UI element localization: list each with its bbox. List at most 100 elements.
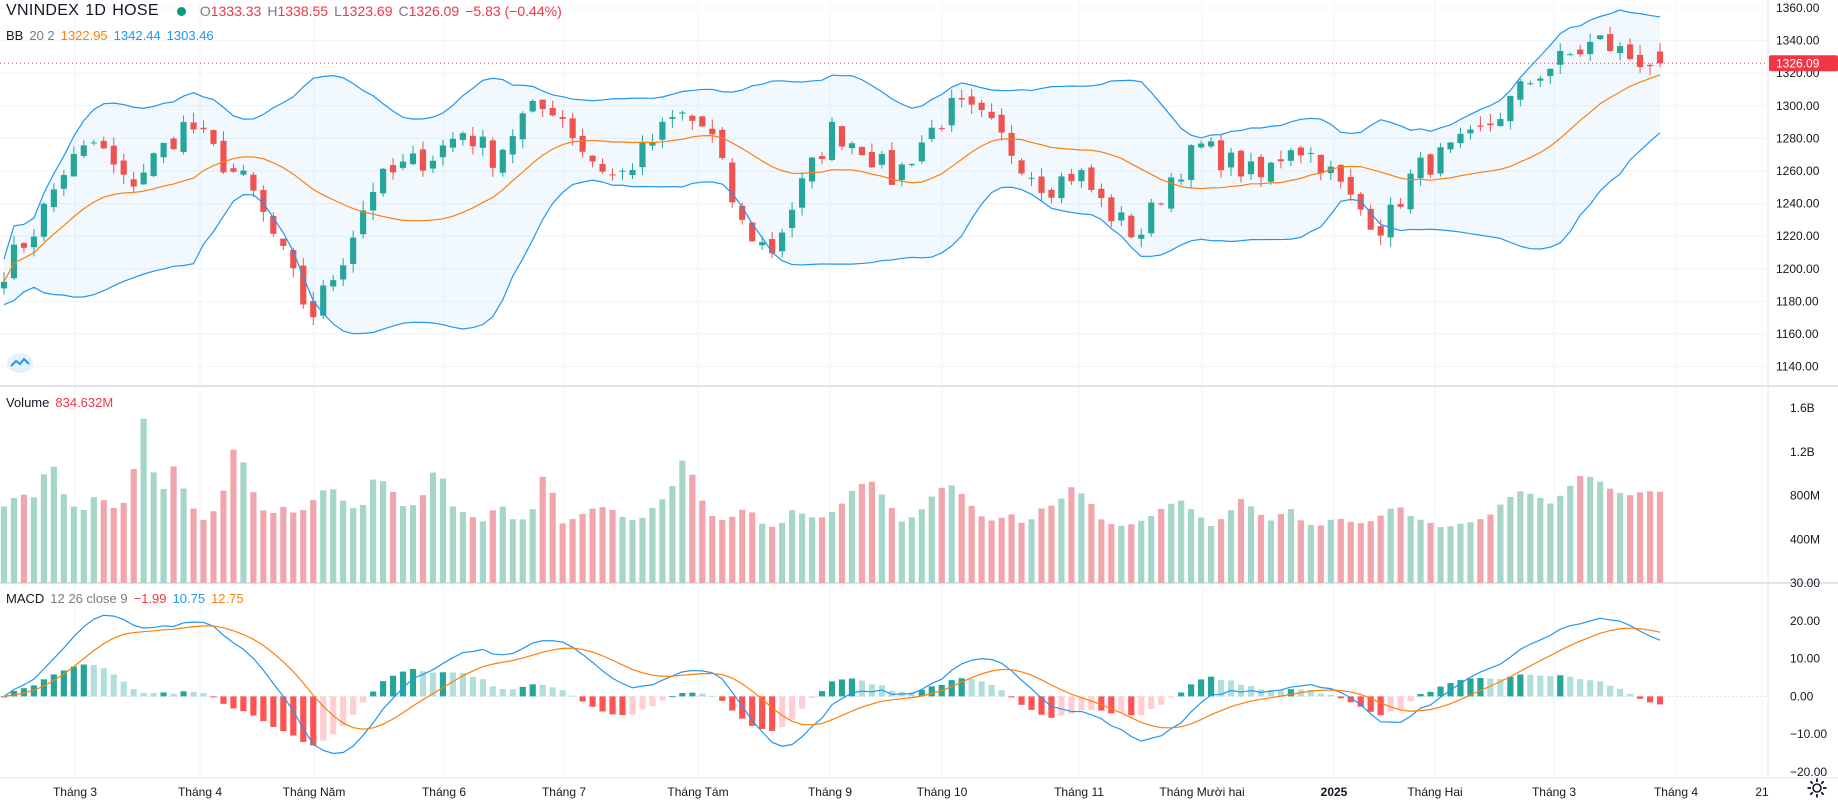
volume-bar: [70, 506, 77, 583]
candle-body: [828, 121, 836, 161]
volume-bar: [1118, 525, 1125, 583]
macd-legend[interactable]: MACD 12 26 close 9 −1.99 10.75 12.75: [6, 591, 244, 606]
volume-legend[interactable]: Volume 834.632M: [6, 395, 113, 410]
symbol-name[interactable]: VNINDEX: [6, 2, 80, 19]
candle: [170, 136, 177, 151]
macd-histogram-bar: [1377, 696, 1384, 716]
candle-body: [1387, 204, 1394, 238]
candle-body: [1138, 234, 1145, 239]
volume-bar: [1447, 526, 1454, 583]
macd-histogram-bar: [719, 696, 726, 701]
volume-bar: [80, 509, 87, 583]
macd-histogram-bar: [1317, 693, 1324, 697]
candle: [1467, 125, 1474, 140]
volume-bar: [1247, 506, 1255, 583]
macd-pane[interactable]: [0, 614, 1768, 755]
market-status-icon: [176, 6, 186, 16]
candle-body: [1028, 177, 1035, 179]
candle-body: [1617, 46, 1624, 54]
candle-body: [330, 280, 337, 287]
candle-body: [1656, 51, 1664, 64]
candle: [1417, 152, 1424, 186]
volume-bar: [379, 481, 387, 583]
candle: [1128, 213, 1135, 239]
macd-histogram-bar: [479, 679, 486, 697]
macd-histogram-bar: [789, 696, 796, 720]
volume-bar: [1317, 525, 1324, 583]
volume-bar: [210, 511, 217, 583]
candle-body: [1307, 153, 1314, 155]
macd-histogram-bar: [1497, 678, 1504, 697]
macd-histogram-bar: [968, 678, 975, 697]
last-price-tag-label: 1326.09: [1776, 56, 1820, 70]
candle-body: [1547, 68, 1554, 77]
candle-body: [379, 168, 387, 194]
volume-bars[interactable]: [0, 418, 1664, 583]
macd-histogram-bar: [619, 696, 626, 716]
candle-body: [858, 146, 866, 156]
volume-bar: [330, 489, 337, 583]
volume-bar: [429, 472, 437, 583]
candle-body: [1487, 123, 1494, 126]
volume-bar: [1527, 493, 1534, 583]
candle-body: [20, 243, 28, 248]
candle-body: [1008, 132, 1015, 156]
candle-body: [250, 174, 257, 191]
gear-icon[interactable]: [1806, 777, 1828, 799]
candle-body: [409, 153, 417, 165]
macd-histogram-bar: [150, 693, 157, 697]
macd-histogram-bar: [350, 696, 357, 715]
candle-body: [1227, 152, 1235, 168]
candle-body: [0, 281, 8, 289]
volume-bar: [1217, 519, 1225, 583]
macd-histogram-bar: [310, 696, 317, 746]
candle-body: [719, 129, 726, 158]
candle-body: [220, 140, 227, 173]
candle-body: [838, 126, 846, 147]
candle-body: [619, 170, 626, 172]
volume-bar: [1148, 515, 1155, 583]
volume-bar: [679, 460, 686, 583]
candle: [709, 119, 716, 143]
volume-bar: [250, 492, 257, 583]
interval-label[interactable]: 1D: [85, 2, 107, 19]
candle: [1547, 68, 1554, 85]
volume-bar: [1267, 520, 1275, 583]
candle: [719, 127, 726, 160]
volume-bar: [1188, 509, 1195, 583]
candle: [120, 153, 127, 185]
volume-bar: [1377, 515, 1384, 583]
candle: [798, 172, 806, 216]
price-tick-label: 1300.00: [1776, 99, 1820, 113]
candle-body: [40, 203, 47, 237]
candle-body: [399, 161, 407, 168]
macd-tick-label: −10.00: [1790, 727, 1827, 741]
macd-histogram-bar: [868, 684, 875, 697]
macd-histogram-bar: [589, 696, 596, 707]
macd-histogram-bar: [160, 692, 167, 697]
macd-histogram-bar: [469, 676, 476, 697]
candle: [998, 108, 1005, 141]
volume-bar: [1457, 523, 1464, 583]
candle-body: [689, 115, 696, 121]
bb-legend[interactable]: BB 20 2 1322.95 1342.44 1303.46: [6, 28, 214, 43]
volume-bar: [848, 490, 856, 583]
volume-bar: [1557, 495, 1564, 583]
macd-histogram-bar: [988, 684, 995, 697]
candle-body: [439, 145, 447, 158]
candle-body: [519, 113, 526, 140]
candle-body: [1217, 140, 1225, 171]
macd-histogram-bar: [1387, 696, 1394, 712]
macd-histogram-bar: [60, 670, 67, 697]
candle: [330, 275, 337, 292]
bb-band-area: [4, 10, 1660, 334]
candle-body: [539, 99, 546, 109]
candle: [1337, 164, 1344, 189]
macd-histogram-bar: [40, 679, 47, 697]
macd-histogram-bar: [389, 675, 397, 697]
volume-bar: [1168, 503, 1175, 583]
volume-bar: [968, 505, 975, 583]
tradingview-logo-icon[interactable]: [6, 352, 34, 374]
candle: [1158, 202, 1165, 206]
